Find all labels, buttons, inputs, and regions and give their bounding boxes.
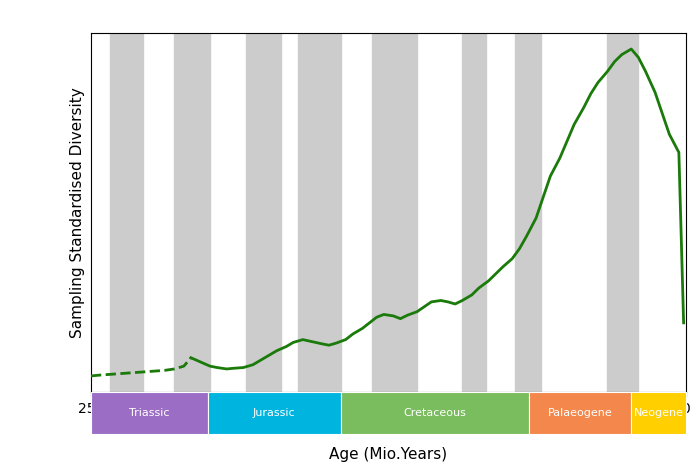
Text: Age (Mio.Years): Age (Mio.Years) xyxy=(330,447,447,462)
Bar xyxy=(298,33,341,392)
Bar xyxy=(462,33,486,392)
Bar xyxy=(208,392,341,434)
Text: Cretaceous: Cretaceous xyxy=(403,408,466,418)
Text: Triassic: Triassic xyxy=(129,408,169,418)
Bar xyxy=(631,392,686,434)
Bar xyxy=(174,33,210,392)
Bar xyxy=(372,33,417,392)
Bar xyxy=(529,392,631,434)
Bar xyxy=(514,33,541,392)
Bar xyxy=(246,33,281,392)
Bar xyxy=(110,33,144,392)
Text: Jurassic: Jurassic xyxy=(253,408,295,418)
Bar xyxy=(91,392,208,434)
Text: Palaeogene: Palaeogene xyxy=(547,408,612,418)
Bar xyxy=(341,392,529,434)
Text: Neogene: Neogene xyxy=(634,408,684,418)
Y-axis label: Sampling Standardised Diversity: Sampling Standardised Diversity xyxy=(71,87,85,338)
Bar xyxy=(608,33,638,392)
